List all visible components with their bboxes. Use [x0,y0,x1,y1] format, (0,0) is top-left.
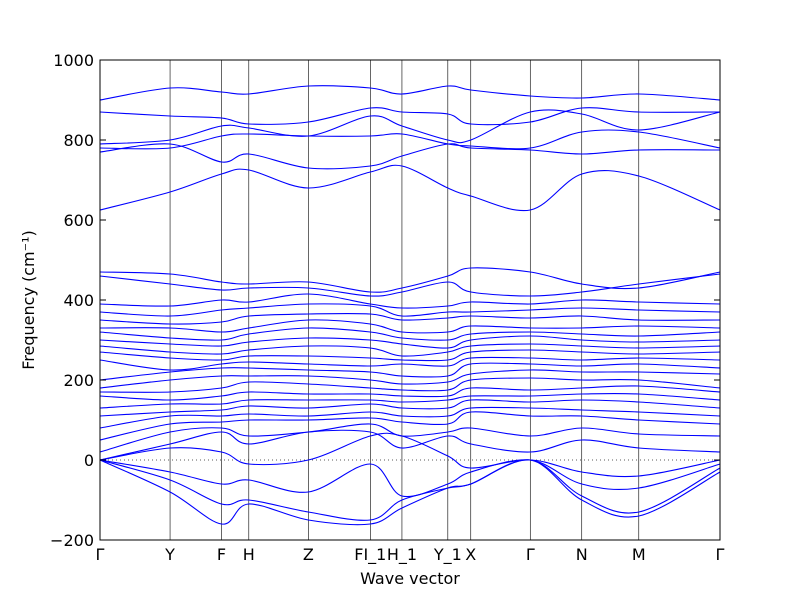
x-tick-label: H_1 [387,545,417,565]
y-tick-label: 600 [63,211,94,230]
band-line [99,459,721,526]
band-line [99,406,721,429]
band-line [99,293,721,309]
x-tick-label: Z [303,545,314,564]
band-line [99,362,721,381]
band-line [99,164,721,212]
x-tick-label: N [576,545,588,564]
y-tick-label: 800 [63,131,94,150]
x-tick-label: Y_1 [433,545,462,565]
band-line [99,385,721,401]
y-tick-label: 1000 [53,51,94,70]
band-line [99,392,721,409]
band-line [99,312,721,325]
y-axis-ticks: −200 0 200 400 600 800 1000 [50,51,720,550]
x-tick-label: H [243,545,255,564]
x-tick-label: Γ [96,545,105,564]
band-line [99,129,721,150]
band-line [99,459,721,521]
x-axis-ticks: Γ Y F H Z FI_1 H_1 Y_1 X Γ N M Γ [96,545,725,565]
band-line [99,303,721,317]
band-line [99,319,721,334]
band-line [99,411,721,441]
band-line [99,143,721,170]
band-line [99,349,721,362]
band-line [99,369,721,389]
band-line [99,432,721,478]
x-tick-label: Y [164,545,175,564]
band-line [99,343,721,357]
band-line [99,327,721,341]
y-tick-label: 400 [63,291,94,310]
band-line [99,109,721,145]
band-line [99,356,721,371]
x-tick-label: Γ [716,545,725,564]
y-tick-label: 0 [84,451,94,470]
band-line [99,459,721,498]
band-line [99,429,721,461]
x-tick-label: Γ [526,545,535,564]
y-tick-label: −200 [50,531,94,550]
x-tick-label: FI_1 [354,545,386,565]
band-line [99,335,721,349]
band-line [99,377,721,393]
band-lines [99,85,721,526]
x-axis-label: Wave vector [360,569,460,588]
band-line [99,273,721,297]
band-line [99,399,721,417]
high-symmetry-lines [169,60,640,540]
plot-frame [99,59,721,541]
band-line [99,267,721,293]
x-tick-label: X [465,545,476,564]
y-axis-label: Frequency (cm⁻¹) [19,230,38,369]
plot-area [99,59,721,541]
band-line [99,85,721,101]
x-tick-label: M [632,545,646,564]
x-tick-label: F [217,545,226,564]
band-line [99,107,721,126]
y-tick-label: 200 [63,371,94,390]
